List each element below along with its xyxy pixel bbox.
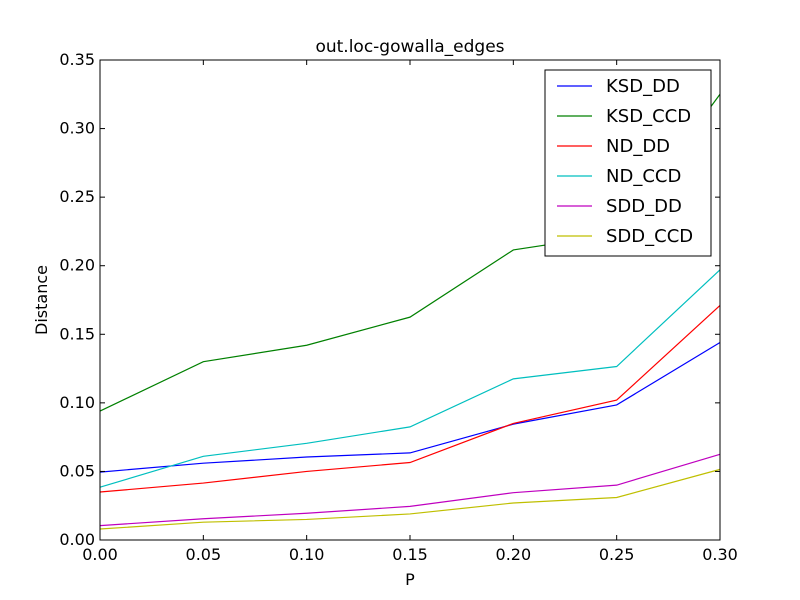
x-tick-label: 0.20 — [496, 545, 532, 564]
x-tick-label: 0.25 — [599, 545, 635, 564]
series-line-sdd-ccd — [99, 468, 721, 530]
series-layer — [99, 93, 721, 530]
y-tick-label: 0.15 — [59, 324, 95, 343]
y-tick-label: 0.20 — [59, 256, 95, 275]
legend-label-sdd-dd: SDD_DD — [606, 196, 682, 217]
x-tick-label: 0.00 — [82, 545, 118, 564]
x-axis-label: P — [405, 570, 415, 589]
y-tick-label: 0.10 — [59, 393, 95, 412]
plot-area: 0.00 0.05 0.10 0.15 0.20 0.25 0.30 0.00 0.05 0.10… — [59, 50, 737, 564]
y-tick-label: 0.05 — [59, 461, 95, 480]
series-line-nd-ccd — [99, 269, 721, 488]
legend: KSD_DD KSD_CCD ND_DD ND_CCD SDD_DD SDD_CCD — [544, 69, 712, 257]
y-tick-label: 0.35 — [59, 50, 95, 69]
x-tick-label: 0.30 — [702, 545, 738, 564]
y-tick-label: 0.25 — [59, 187, 95, 206]
y-tick-label: 0.30 — [59, 119, 95, 138]
series-line-sdd-dd — [99, 453, 721, 527]
chart-title: out.loc-gowalla_edges — [315, 37, 504, 57]
series-line-ksd-dd — [99, 341, 721, 473]
legend-label-sdd-ccd: SDD_CCD — [606, 226, 693, 247]
legend-label-ksd-ccd: KSD_CCD — [606, 106, 691, 127]
x-tick-label: 0.05 — [186, 545, 222, 564]
ticks-layer: 0.00 0.05 0.10 0.15 0.20 0.25 0.30 0.00 0.05 0.10… — [59, 50, 737, 564]
x-tick-label: 0.15 — [392, 545, 428, 564]
legend-label-ksd-dd: KSD_DD — [606, 76, 680, 97]
x-tick-label: 0.10 — [289, 545, 325, 564]
y-axis-label: Distance — [32, 265, 51, 335]
y-tick-label: 0.00 — [59, 530, 95, 549]
legend-label-nd-ccd: ND_CCD — [606, 166, 681, 187]
legend-box — [544, 69, 712, 257]
series-line-nd-dd — [99, 305, 721, 493]
legend-label-nd-dd: ND_DD — [606, 136, 670, 157]
plot-frame — [99, 59, 721, 541]
